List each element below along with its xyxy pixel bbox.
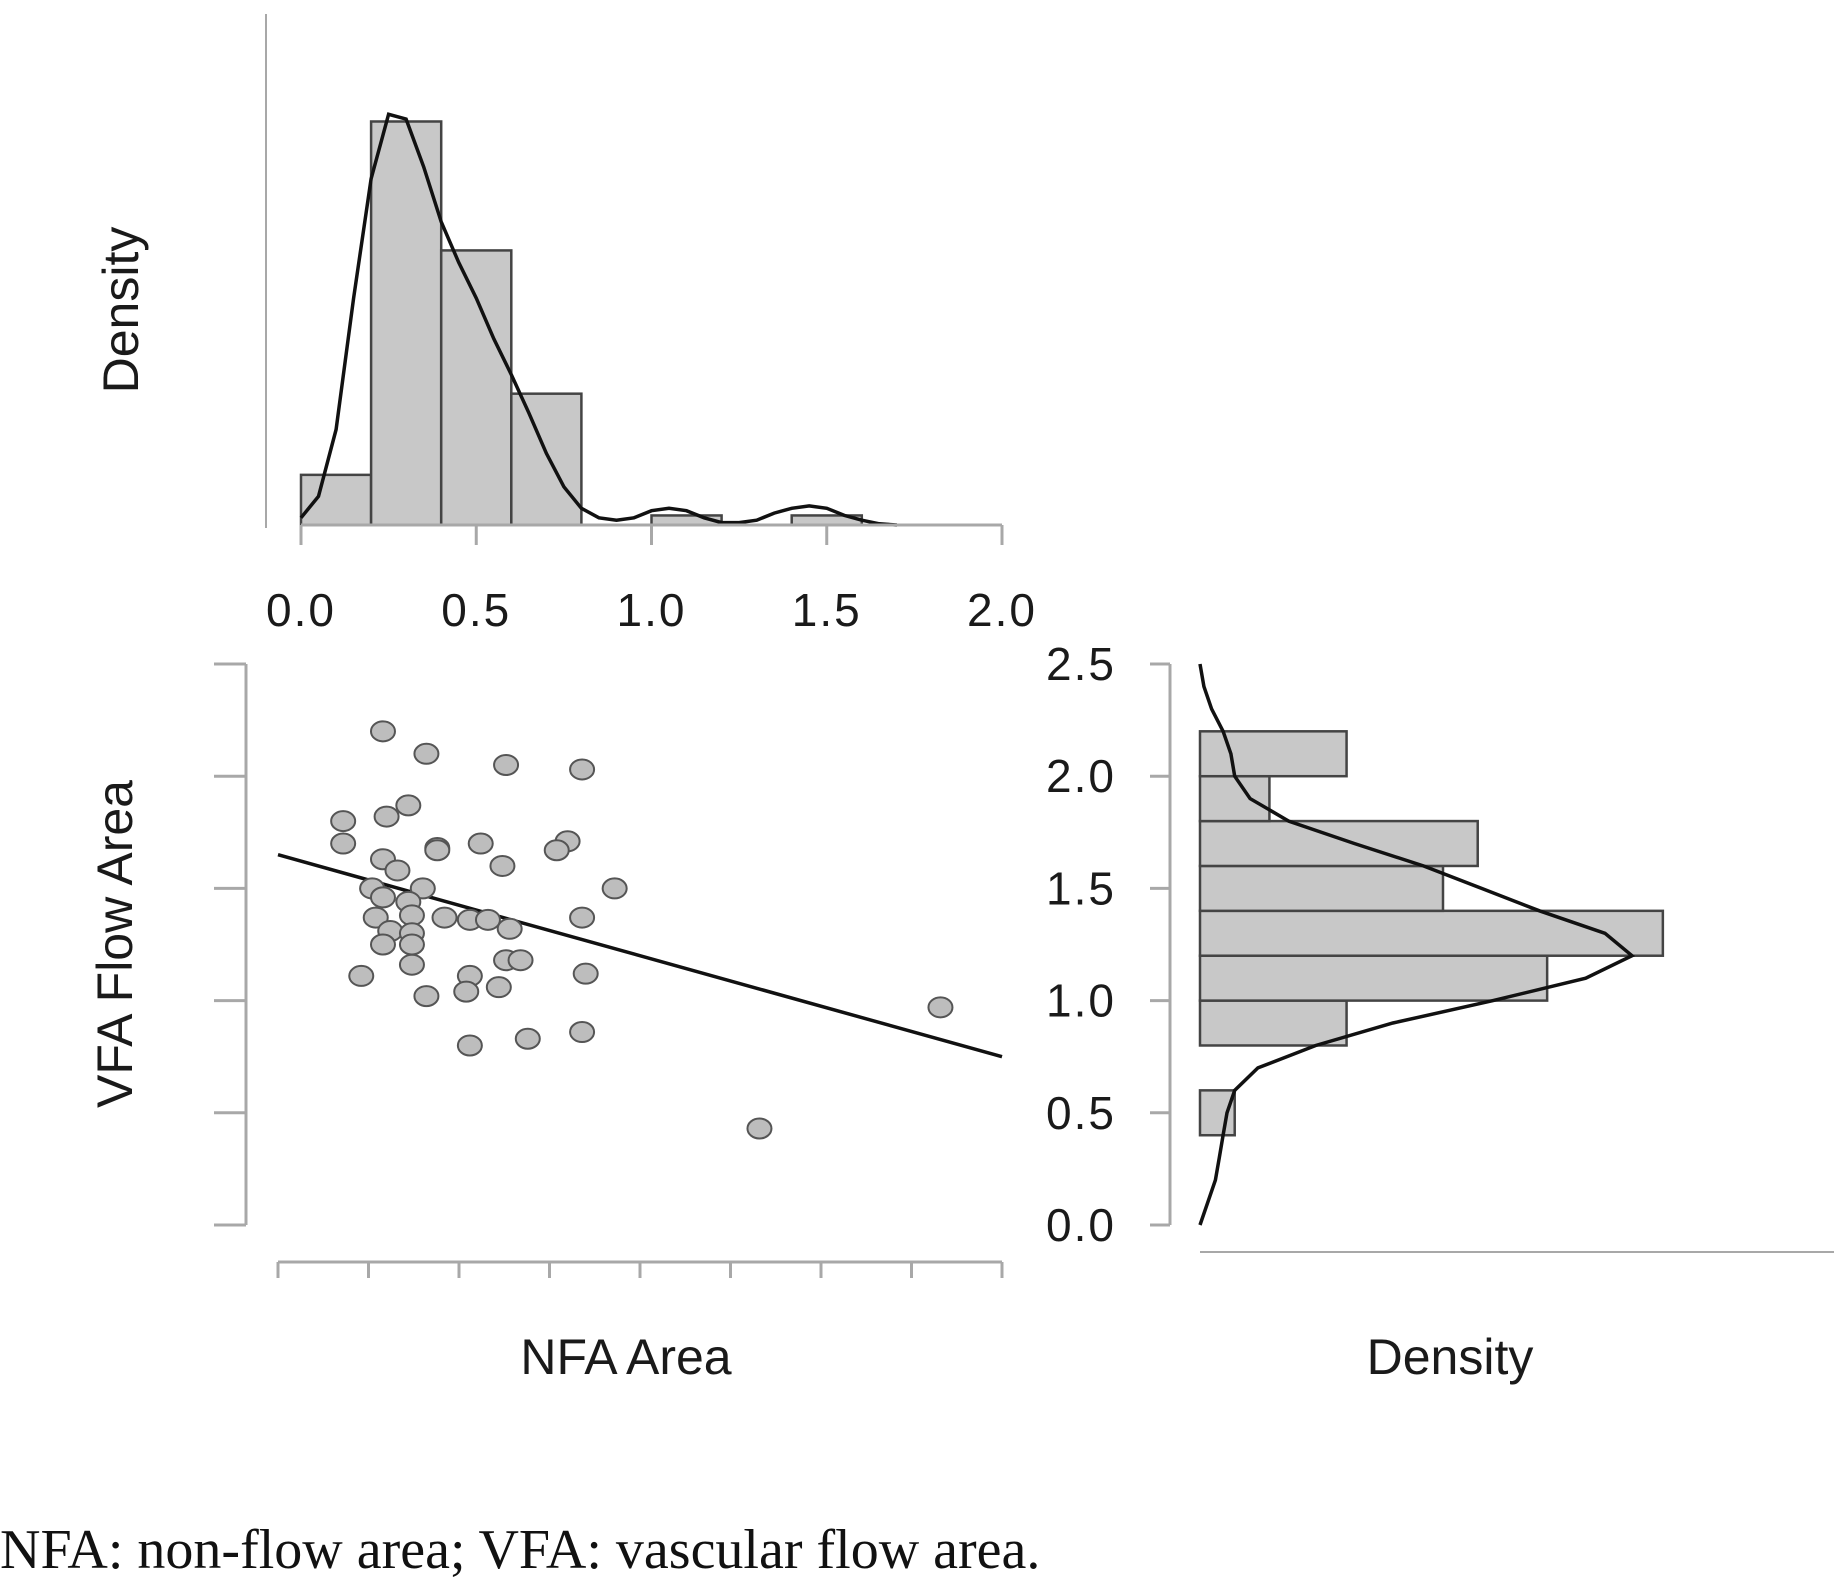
scatter-point-14 xyxy=(384,859,411,882)
scatter-point-44 xyxy=(456,1034,483,1057)
scatter-point-18 xyxy=(369,886,396,909)
right-histogram-bar-4 xyxy=(1198,909,1665,957)
top-histogram-bar-2 xyxy=(439,249,513,527)
right-y-tick-label-1: 0.5 xyxy=(1046,1087,1116,1139)
scatter-point-15 xyxy=(489,854,516,877)
right-y-tick-label-3: 1.5 xyxy=(1046,862,1116,914)
right-histogram-ticks: 0.0 0.5 1.0 1.5 2.0 2.5 xyxy=(1046,638,1170,1251)
right-y-tick-label-2: 1.0 xyxy=(1046,975,1116,1027)
right-histogram-bars xyxy=(1198,730,1665,1137)
scatter-panel: NFA Area VFA Flow Area xyxy=(87,662,1004,1385)
scatter-point-30 xyxy=(369,933,396,956)
scatter-point-43 xyxy=(514,1027,541,1050)
scatter-y-ticks xyxy=(214,662,246,1227)
scatter-point-40 xyxy=(413,985,440,1008)
top-x-tick-label-4: 2.0 xyxy=(967,584,1037,636)
right-density-curve xyxy=(1198,663,1636,1226)
scatter-point-0 xyxy=(369,720,396,743)
figure-caption: NFA: non-flow area; VFA: vascular flow a… xyxy=(0,1519,1041,1581)
scatter-point-41 xyxy=(927,996,954,1019)
right-y-tick-label-5: 2.5 xyxy=(1046,638,1116,690)
scatter-point-22 xyxy=(431,906,458,929)
top-histogram-ticks: 0.0 0.5 1.0 1.5 2.0 xyxy=(266,525,1037,636)
scatter-point-35 xyxy=(348,964,375,987)
scatter-point-26 xyxy=(601,877,628,900)
scatter-point-6 xyxy=(330,810,357,833)
top-histogram-panel: 0.0 0.5 1.0 1.5 2.0 Density xyxy=(93,14,1037,636)
regression-line xyxy=(277,853,1003,1059)
right-histogram-bar-3 xyxy=(1198,954,1549,1002)
scatter-point-7 xyxy=(330,832,357,855)
scatter-point-20 xyxy=(362,906,389,929)
top-histogram-bar-0 xyxy=(299,473,373,527)
top-x-tick-label-1: 0.5 xyxy=(441,584,511,636)
scatter-point-9 xyxy=(424,839,451,862)
right-histogram-panel: 0.0 0.5 1.0 1.5 2.0 2.5 Density xyxy=(1046,638,1834,1385)
right-histogram-bar-7 xyxy=(1198,774,1271,823)
top-x-tick-label-2: 1.0 xyxy=(617,584,687,636)
scatter-points xyxy=(330,720,954,1140)
right-histogram-bar-8 xyxy=(1198,730,1348,778)
scatter-point-31 xyxy=(398,933,425,956)
scatter-point-17 xyxy=(409,877,436,900)
scatter-point-39 xyxy=(453,980,480,1003)
scatter-ylabel: VFA Flow Area xyxy=(87,780,143,1108)
scatter-point-37 xyxy=(485,976,512,999)
scatter-point-45 xyxy=(746,1117,773,1140)
right-histogram-xlabel: Density xyxy=(1367,1329,1534,1385)
right-histogram-bar-2 xyxy=(1198,999,1348,1047)
right-histogram-bar-6 xyxy=(1198,819,1479,868)
scatter-point-5 xyxy=(373,805,400,828)
top-x-tick-label-0: 0.0 xyxy=(266,584,336,636)
top-density-curve xyxy=(299,112,898,527)
top-histogram-bars xyxy=(299,120,864,527)
scatter-x-ticks xyxy=(276,1262,1004,1278)
scatter-point-10 xyxy=(467,832,494,855)
scatter-point-1 xyxy=(413,742,440,765)
scatter-point-29 xyxy=(496,917,523,940)
scatter-point-24 xyxy=(474,908,501,931)
scatter-point-33 xyxy=(507,949,534,972)
right-y-tick-label-0: 0.0 xyxy=(1046,1199,1116,1251)
scatter-point-2 xyxy=(493,753,520,776)
right-histogram-bar-5 xyxy=(1198,864,1445,913)
scatter-point-4 xyxy=(395,794,422,817)
top-x-tick-label-3: 1.5 xyxy=(792,584,862,636)
marginal-histogram-figure: 0.0 0.5 1.0 1.5 2.0 Density NFA Area VFA Flo… xyxy=(87,14,1834,1385)
scatter-point-3 xyxy=(569,758,596,781)
right-y-tick-label-4: 2.0 xyxy=(1046,750,1116,802)
scatter-point-12 xyxy=(543,839,570,862)
scatter-point-42 xyxy=(569,1021,596,1044)
right-histogram-bar-0 xyxy=(1198,1089,1236,1137)
top-histogram-ylabel: Density xyxy=(93,227,149,394)
scatter-xlabel: NFA Area xyxy=(520,1329,731,1385)
scatter-point-38 xyxy=(572,962,599,985)
scatter-point-25 xyxy=(569,906,596,929)
top-histogram-bar-3 xyxy=(510,392,583,527)
scatter-point-34 xyxy=(398,953,425,976)
top-histogram-bar-1 xyxy=(369,120,443,527)
